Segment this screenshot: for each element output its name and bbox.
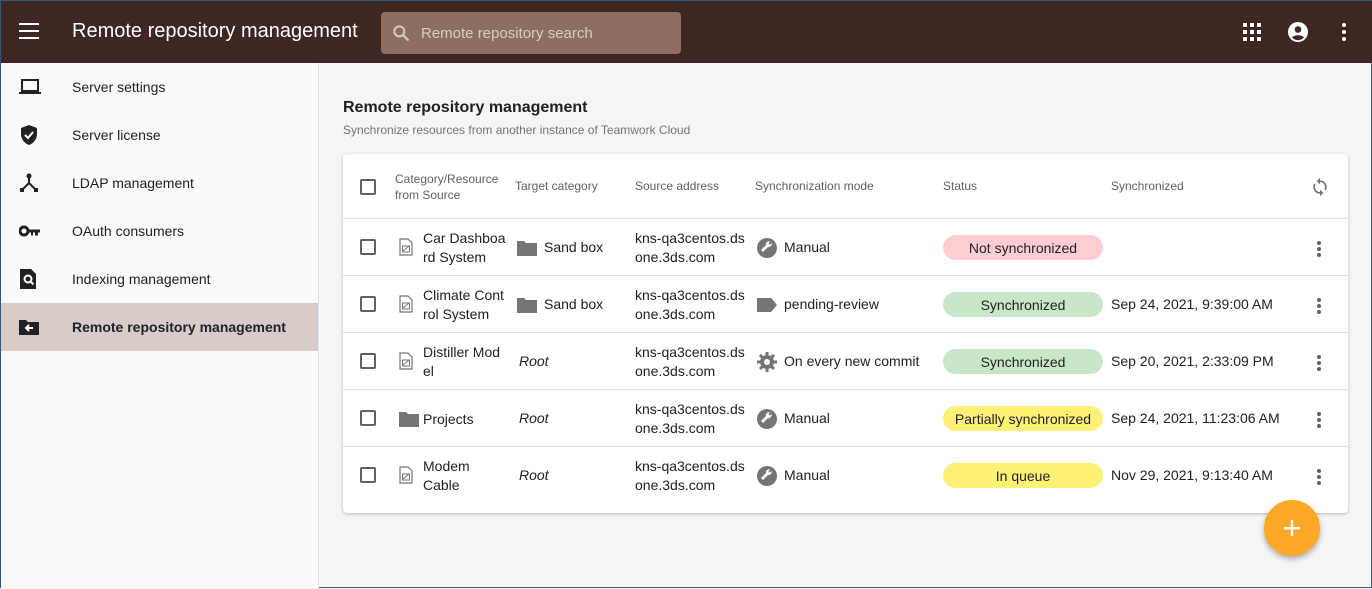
- app-bar: Remote repository management Remote repo…: [1, 1, 1372, 63]
- target-category: Sand box: [544, 296, 604, 312]
- sync-mode: Manual: [784, 467, 830, 483]
- select-all-checkbox[interactable]: [360, 179, 376, 195]
- sidebar: Server settings Server license LDAP mana…: [1, 63, 319, 589]
- row-more-icon[interactable]: [1317, 241, 1321, 259]
- source-address: kns-qa3centos.ds one.3ds.com: [635, 458, 745, 493]
- resource-name[interactable]: Climate Cont rol System: [423, 287, 504, 322]
- column-header-resource[interactable]: Category/Resource from Source: [395, 172, 499, 202]
- column-header-synchronized[interactable]: Synchronized: [1111, 179, 1184, 193]
- gear-icon: [757, 352, 777, 377]
- page-title: Remote repository management: [343, 99, 588, 116]
- resource-name[interactable]: Car Dashboa rd System: [423, 230, 506, 265]
- sidebar-item-label: Server license: [72, 127, 161, 143]
- account-icon[interactable]: [1288, 22, 1308, 42]
- source-address: kns-qa3centos.ds one.3ds.com: [635, 230, 745, 265]
- sync-mode: Manual: [784, 239, 830, 255]
- page-subtitle: Synchronize resources from another insta…: [343, 123, 691, 137]
- wrench-icon: [757, 238, 777, 263]
- menu-icon[interactable]: [19, 23, 39, 39]
- status-badge: Synchronized: [943, 349, 1103, 374]
- table-row[interactable]: Climate Cont rol System Sand box kns-qa3c…: [343, 276, 1348, 333]
- synchronized-time: Sep 20, 2021, 2:33:09 PM: [1111, 353, 1274, 369]
- status-badge: Synchronized: [943, 292, 1103, 317]
- resource-name[interactable]: Distiller Mod el: [423, 344, 501, 379]
- sync-mode: On every new commit: [784, 353, 920, 369]
- add-repository-button[interactable]: +: [1264, 500, 1320, 556]
- sidebar-item-oauth-consumers[interactable]: OAuth consumers: [1, 207, 318, 255]
- sidebar-item-label: Indexing management: [72, 271, 211, 287]
- sidebar-item-server-settings[interactable]: Server settings: [1, 63, 318, 111]
- row-more-icon[interactable]: [1317, 355, 1321, 373]
- key-icon: [19, 225, 40, 237]
- source-address: kns-qa3centos.ds one.3ds.com: [635, 401, 745, 436]
- sidebar-item-ldap-management[interactable]: LDAP management: [1, 159, 318, 207]
- target-category: Root: [519, 467, 549, 483]
- row-checkbox[interactable]: [360, 296, 376, 312]
- synchronized-time: Nov 29, 2021, 9:13:40 AM: [1111, 467, 1273, 483]
- wrench-icon: [757, 466, 777, 491]
- target-category: Root: [519, 353, 549, 369]
- column-header-source[interactable]: Source address: [635, 179, 720, 193]
- refresh-icon[interactable]: [1310, 177, 1330, 197]
- table-row[interactable]: Distiller Mod el Root kns-qa3centos.ds one…: [343, 333, 1348, 390]
- column-header-mode[interactable]: Synchronization mode: [755, 179, 874, 193]
- sidebar-item-server-license[interactable]: Server license: [1, 111, 318, 159]
- synchronized-time: Sep 24, 2021, 9:39:00 AM: [1111, 296, 1273, 312]
- model-file-icon: [399, 295, 413, 318]
- column-header-target[interactable]: Target category: [515, 179, 598, 193]
- search-placeholder: Remote repository search: [421, 24, 593, 42]
- row-checkbox[interactable]: [360, 467, 376, 483]
- column-header-status[interactable]: Status: [943, 179, 978, 193]
- status-badge: In queue: [943, 463, 1103, 488]
- sync-mode: pending-review: [784, 296, 879, 312]
- search-file-icon: [20, 269, 36, 289]
- row-more-icon[interactable]: [1317, 412, 1321, 430]
- folder-icon: [399, 411, 419, 432]
- sidebar-item-label: OAuth consumers: [72, 223, 185, 239]
- model-file-icon: [399, 352, 413, 375]
- status-badge: Partially synchronized: [943, 406, 1103, 431]
- row-more-icon[interactable]: [1317, 298, 1321, 316]
- repository-table: Category/Resource from Source Target cat…: [343, 154, 1348, 513]
- sidebar-item-label: LDAP management: [72, 175, 194, 191]
- sidebar-item-label: Remote repository management: [72, 319, 286, 335]
- laptop-icon: [19, 79, 41, 94]
- label-icon: [757, 298, 777, 317]
- sidebar-item-indexing-management[interactable]: Indexing management: [1, 255, 318, 303]
- table-row[interactable]: Modem Cable Root kns-qa3centos.ds one.3ds.…: [343, 447, 1348, 504]
- resource-name[interactable]: Modem Cable: [423, 458, 470, 493]
- source-address: kns-qa3centos.ds one.3ds.com: [635, 344, 745, 379]
- hub-icon: [20, 173, 38, 192]
- row-checkbox[interactable]: [360, 410, 376, 426]
- source-address: kns-qa3centos.ds one.3ds.com: [635, 287, 745, 322]
- model-file-icon: [399, 238, 413, 261]
- search-icon: [393, 25, 410, 42]
- resource-name[interactable]: Projects: [423, 411, 474, 427]
- row-checkbox[interactable]: [360, 353, 376, 369]
- status-badge: Not synchronized: [943, 235, 1103, 260]
- table-header: Category/Resource from Source Target cat…: [343, 154, 1348, 219]
- shield-check-icon: [21, 125, 37, 145]
- synchronized-time: Sep 24, 2021, 11:23:06 AM: [1111, 410, 1280, 426]
- more-vert-icon[interactable]: [1334, 22, 1354, 42]
- row-more-icon[interactable]: [1317, 469, 1321, 487]
- sidebar-item-label: Server settings: [72, 79, 166, 95]
- sync-mode: Manual: [784, 410, 830, 426]
- table-row[interactable]: Projects Root kns-qa3centos.ds one.3ds.co…: [343, 390, 1348, 447]
- folder-arrow-icon: [19, 320, 39, 335]
- search-input[interactable]: Remote repository search: [381, 12, 681, 54]
- target-category: Root: [519, 410, 549, 426]
- table-row[interactable]: Car Dashboa rd System Sand box kns-qa3cen…: [343, 219, 1348, 276]
- app-title: Remote repository management: [72, 20, 358, 42]
- main-content: Remote repository management Synchronize…: [320, 63, 1371, 587]
- folder-icon: [517, 240, 537, 261]
- wrench-icon: [757, 409, 777, 434]
- sidebar-item-remote-repository-management[interactable]: Remote repository management: [1, 303, 318, 351]
- model-file-icon: [399, 466, 413, 489]
- row-checkbox[interactable]: [360, 239, 376, 255]
- apps-grid-icon[interactable]: [1242, 22, 1262, 42]
- target-category: Sand box: [544, 239, 604, 255]
- folder-icon: [517, 297, 537, 318]
